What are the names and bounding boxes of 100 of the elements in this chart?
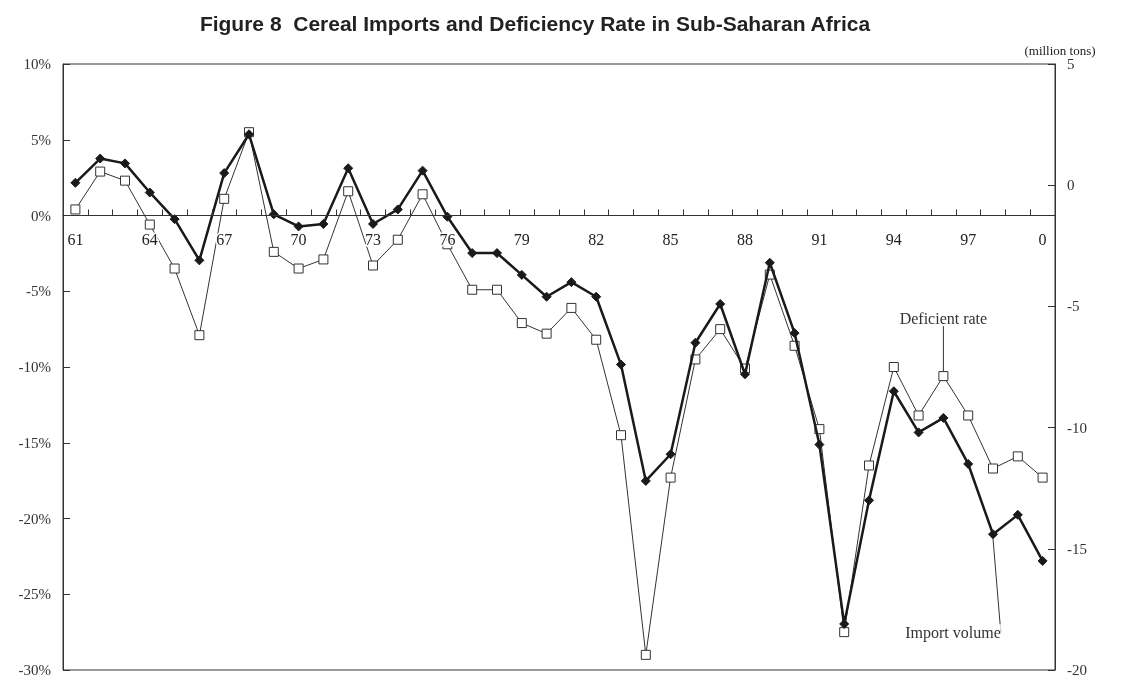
point [268,246,279,257]
point [913,427,924,438]
x-tick-label: 88 [737,231,753,248]
point [194,330,205,341]
y2-tick-label: -5 [1067,298,1080,315]
y-tick-label: 0% [31,207,51,224]
y2-axis-title: (million tons) [1024,42,1096,58]
y2-tick-label: -10 [1067,419,1087,436]
x-tick-label: 79 [513,231,530,248]
point [194,255,205,266]
chart-title: Figure 8 Cereal Imports and Deficiency Rate in Sub-Saharan Africa [199,12,871,35]
point [640,649,651,660]
point [1037,555,1048,566]
point [70,177,81,188]
point [293,263,304,274]
point [492,284,502,295]
point [591,334,602,345]
point [864,495,874,506]
point [715,324,726,335]
point [616,430,626,441]
point [392,204,403,215]
x-tick-label: 94 [885,231,902,248]
point [120,158,130,169]
point [516,269,527,280]
point [715,298,726,309]
point [963,458,974,469]
y2-tick-label: 0 [1067,177,1075,194]
point [665,449,676,460]
point [1012,451,1023,462]
point [95,153,106,164]
x-tick-label: 91 [811,231,828,248]
point [144,187,155,198]
x-tick-label: 82 [588,231,605,248]
point [169,263,180,274]
point [888,362,899,372]
y2-tick-label: -15 [1067,540,1087,557]
y2-tick-label: 5 [1067,56,1075,72]
point [938,412,949,423]
x-tick-label: 67 [216,231,233,248]
point [1012,509,1023,520]
y-tick-label: -30% [18,662,51,678]
point [913,410,924,421]
x-tick-label: 73 [365,231,381,248]
y-tick-label: -10% [18,359,51,375]
point [864,460,874,471]
point [144,219,155,230]
point [988,463,998,474]
point [492,248,502,259]
point [219,193,230,204]
point [169,214,180,225]
point [368,260,378,271]
point [70,204,81,215]
point [219,168,230,179]
point [839,627,850,638]
point [417,189,428,200]
point [888,386,899,397]
point [442,211,453,222]
point [318,218,329,229]
point [541,291,552,302]
point [814,439,825,450]
text: Import volume [905,623,1001,642]
point [1037,472,1048,483]
point [467,284,478,295]
point [120,175,130,186]
point [591,291,602,302]
point [343,186,354,197]
x-tick-label: 0 [1038,231,1047,248]
point [368,218,378,229]
point [566,277,577,288]
y2-tick-label: -20 [1067,662,1087,678]
y-tick-label: -15% [18,434,51,451]
x-tick-label: 85 [662,231,679,248]
point [665,472,676,483]
point [616,359,626,370]
text: Deficient rate [899,309,988,327]
point [789,328,800,339]
x-tick-label: 61 [67,231,84,248]
point [293,221,304,232]
point [95,166,106,177]
x-tick-label: 70 [290,231,307,248]
y-tick-label: -25% [18,586,51,603]
x-tick-label: 97 [960,231,977,248]
point [640,475,651,486]
point [988,529,998,540]
point [392,234,403,245]
y-tick-label: -5% [26,283,51,300]
point [541,328,552,339]
point [963,410,974,421]
y-tick-label: 10% [23,56,51,72]
point [566,302,577,313]
point [343,163,354,174]
y-tick-label: 5% [31,131,51,148]
x-tick-label: 64 [141,231,158,248]
point [690,337,701,348]
point [516,318,527,329]
point [318,254,329,265]
y-tick-label: -20% [18,510,51,527]
point [417,165,428,176]
point [740,369,750,380]
point [938,371,949,382]
